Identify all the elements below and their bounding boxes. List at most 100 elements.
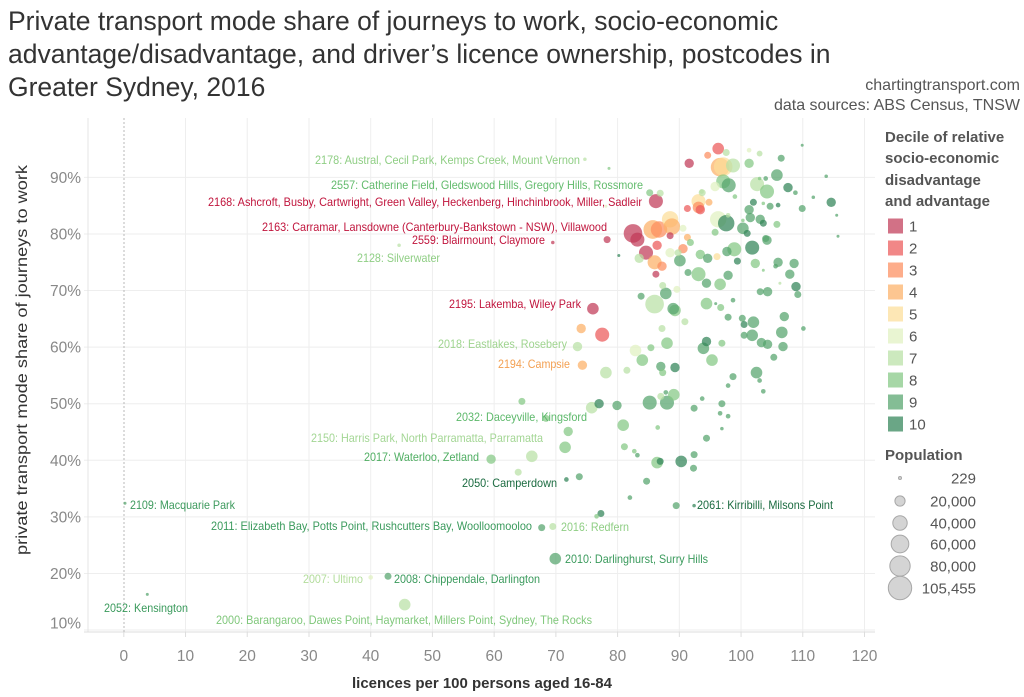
data-point[interactable]	[673, 285, 681, 293]
data-point[interactable]	[683, 204, 691, 213]
data-point[interactable]	[563, 426, 573, 437]
data-point[interactable]	[627, 495, 633, 500]
data-point[interactable]	[646, 189, 654, 197]
data-point[interactable]	[594, 513, 599, 519]
data-point[interactable]	[629, 344, 642, 357]
data-point[interactable]	[663, 390, 669, 395]
data-point[interactable]	[783, 182, 793, 193]
data-point[interactable]	[634, 253, 644, 263]
legend-item-decile-1[interactable]: 1	[888, 218, 917, 236]
legend-item-decile-3[interactable]: 3	[888, 262, 917, 280]
data-point[interactable]	[699, 189, 704, 194]
data-point[interactable]	[689, 464, 698, 472]
data-point[interactable]	[724, 313, 732, 321]
legend-item-decile-6[interactable]: 6	[888, 328, 917, 346]
data-point[interactable]	[526, 450, 538, 463]
size-legend-item[interactable]: 60,000	[890, 534, 976, 554]
data-point[interactable]	[826, 197, 836, 207]
data-point[interactable]	[679, 224, 687, 232]
data-point[interactable]	[778, 281, 782, 285]
data-point[interactable]	[675, 455, 687, 468]
data-point[interactable]	[711, 228, 719, 236]
data-point[interactable]	[604, 204, 608, 208]
data-point[interactable]	[597, 509, 605, 518]
data-point[interactable]	[757, 378, 762, 383]
data-point[interactable]	[741, 218, 745, 223]
legend-item-decile-7[interactable]: 7	[888, 350, 917, 368]
data-point[interactable]	[811, 195, 816, 199]
data-point[interactable]	[659, 281, 667, 290]
data-point[interactable]	[538, 524, 546, 532]
data-point[interactable]	[595, 327, 610, 342]
data-point[interactable]	[704, 151, 712, 159]
data-point[interactable]	[732, 194, 738, 199]
data-point[interactable]	[725, 158, 741, 173]
legend-item-decile-4[interactable]: 4	[888, 284, 917, 302]
data-point[interactable]	[368, 575, 374, 580]
data-point[interactable]	[145, 592, 149, 596]
legend-item-decile-5[interactable]: 5	[888, 306, 917, 324]
data-point[interactable]	[636, 354, 649, 366]
data-point[interactable]	[661, 337, 673, 350]
data-point[interactable]	[721, 178, 736, 193]
data-point[interactable]	[761, 201, 766, 206]
data-point[interactable]	[486, 454, 496, 464]
data-point[interactable]	[701, 336, 712, 347]
data-point[interactable]	[773, 220, 781, 228]
data-point[interactable]	[692, 503, 696, 508]
data-point[interactable]	[756, 288, 764, 296]
data-point[interactable]	[551, 240, 555, 245]
data-point[interactable]	[756, 150, 763, 157]
data-point[interactable]	[836, 234, 840, 238]
legend-item-decile-8[interactable]: 8	[888, 372, 917, 390]
data-point[interactable]	[725, 212, 731, 218]
data-point[interactable]	[660, 287, 672, 300]
data-point[interactable]	[750, 366, 763, 379]
data-point[interactable]	[761, 268, 765, 272]
data-point[interactable]	[576, 323, 586, 334]
data-point[interactable]	[794, 290, 802, 299]
data-point[interactable]	[725, 383, 731, 388]
data-point[interactable]	[652, 270, 660, 278]
data-point[interactable]	[744, 205, 754, 215]
data-point[interactable]	[722, 148, 730, 157]
data-point[interactable]	[773, 263, 778, 269]
data-point[interactable]	[713, 253, 721, 261]
data-point[interactable]	[667, 302, 679, 315]
data-point[interactable]	[722, 246, 732, 257]
data-point[interactable]	[695, 249, 705, 260]
data-point[interactable]	[666, 232, 674, 240]
data-point[interactable]	[746, 147, 752, 153]
data-point[interactable]	[824, 174, 828, 179]
data-point[interactable]	[620, 443, 628, 451]
data-point[interactable]	[683, 233, 691, 241]
data-point[interactable]	[691, 267, 706, 282]
data-point[interactable]	[706, 354, 718, 366]
data-point[interactable]	[798, 204, 806, 213]
data-point[interactable]	[775, 202, 781, 208]
data-point[interactable]	[720, 426, 724, 431]
data-point[interactable]	[785, 269, 795, 279]
data-point[interactable]	[712, 142, 724, 155]
data-point[interactable]	[778, 341, 788, 352]
data-point[interactable]	[668, 388, 680, 401]
data-point[interactable]	[762, 287, 773, 297]
data-point[interactable]	[757, 176, 762, 181]
data-point[interactable]	[656, 457, 664, 465]
data-point[interactable]	[723, 270, 733, 280]
data-point[interactable]	[564, 477, 569, 482]
data-point[interactable]	[770, 353, 778, 361]
data-point[interactable]	[745, 240, 760, 255]
size-legend-item[interactable]: 40,000	[892, 515, 976, 533]
data-point[interactable]	[730, 297, 736, 303]
data-point[interactable]	[729, 373, 737, 381]
data-point[interactable]	[738, 314, 746, 322]
data-point[interactable]	[705, 198, 713, 206]
data-point[interactable]	[583, 157, 587, 162]
data-point[interactable]	[771, 169, 783, 181]
data-point[interactable]	[725, 413, 731, 419]
data-point[interactable]	[744, 158, 754, 168]
data-point[interactable]	[617, 419, 629, 432]
data-point[interactable]	[750, 258, 760, 269]
data-point[interactable]	[776, 326, 788, 339]
